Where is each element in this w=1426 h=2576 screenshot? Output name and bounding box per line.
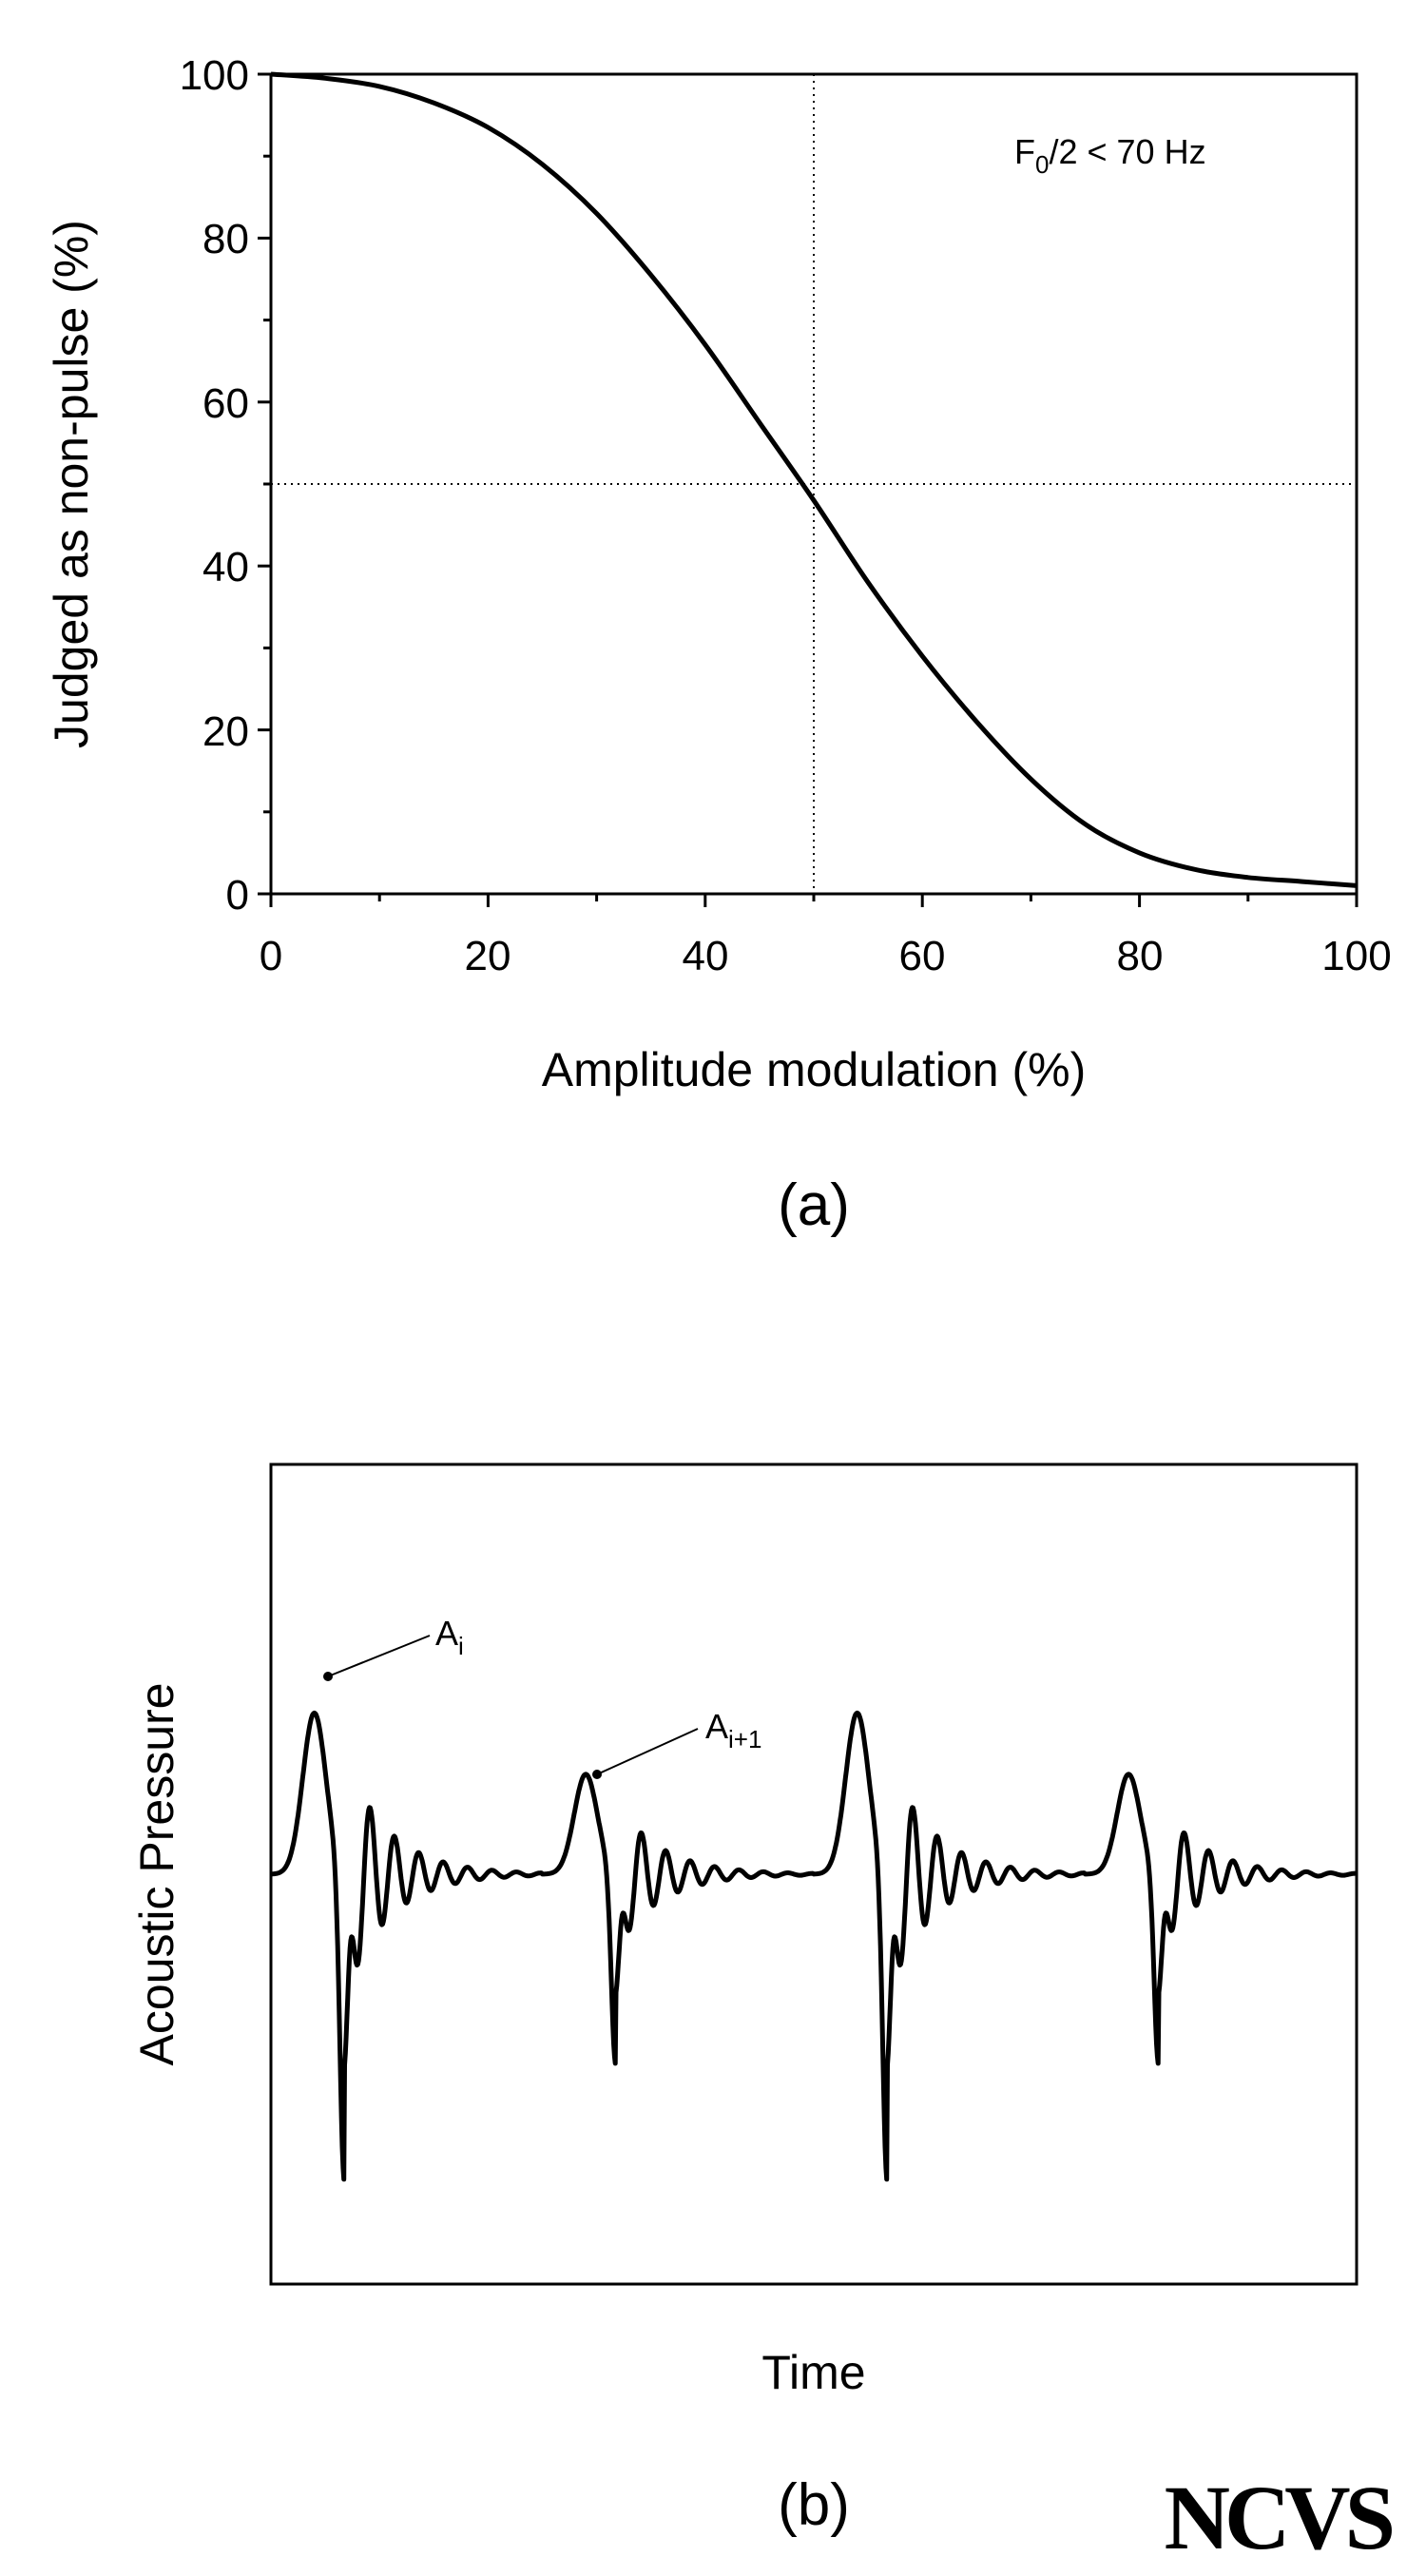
panel-label-a: (a) [778, 1172, 850, 1238]
x-tick-label-40: 40 [683, 933, 729, 979]
annotation-main: F [1014, 132, 1035, 171]
panel-a: 100 80 60 40 20 0 0 20 40 60 80 100 F0/2… [45, 52, 1392, 1238]
condition-annotation: F0/2 < 70 Hz [1014, 132, 1206, 179]
y-tick-label-80: 80 [202, 216, 249, 262]
x-tick-label-60: 60 [899, 933, 946, 979]
leader-line-ai [327, 1635, 431, 1677]
psychometric-curve [270, 71, 1358, 888]
acoustic-pressure-waveform [269, 1710, 1359, 2182]
y-axis-title-a: Judged as non-pulse (%) [45, 220, 98, 748]
x-tick-label-0: 0 [260, 933, 282, 979]
y-tick-label-100: 100 [180, 52, 249, 99]
tick-marks-a [258, 72, 1359, 907]
panel-label-b: (b) [778, 2472, 850, 2538]
annotation-ai1-main: A [705, 1707, 728, 1746]
annotation-ai1: Ai+1 [705, 1707, 761, 1753]
ncvs-logo: NCVS [1165, 2467, 1393, 2568]
annotation-subscript: 0 [1035, 150, 1049, 179]
y-tick-label-0: 0 [226, 872, 249, 919]
marker-ai [323, 1672, 333, 1681]
annotation-rest: /2 < 70 Hz [1049, 132, 1205, 171]
plot-frame-a [269, 72, 1359, 896]
x-tick-label-20: 20 [465, 933, 511, 979]
marker-ai1 [592, 1770, 602, 1779]
panel-b: Ai Ai+1 Acoustic Pressure Time (b) [130, 1462, 1359, 2538]
x-axis-title-b: Time [761, 2346, 865, 2399]
annotation-ai1-subscript: i+1 [728, 1725, 761, 1753]
y-tick-label-60: 60 [202, 380, 249, 427]
annotation-ai-main: A [435, 1614, 458, 1653]
y-tick-label-20: 20 [202, 708, 249, 755]
y-tick-label-40: 40 [202, 544, 249, 591]
x-axis-title-a: Amplitude modulation (%) [542, 1043, 1087, 1096]
x-tick-label-80: 80 [1117, 933, 1164, 979]
annotation-ai: Ai [435, 1614, 464, 1660]
x-tick-label-100: 100 [1321, 933, 1391, 979]
y-axis-title-b: Acoustic Pressure [130, 1683, 183, 2066]
annotation-ai-subscript: i [458, 1632, 464, 1660]
leader-line-ai1 [596, 1728, 699, 1775]
